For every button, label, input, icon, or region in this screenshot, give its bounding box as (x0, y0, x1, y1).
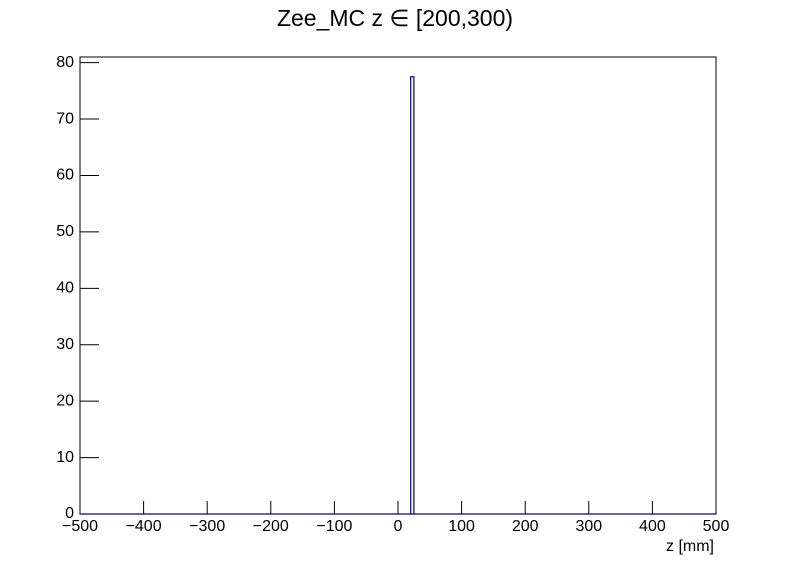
x-axis-label: z [mm] (666, 538, 714, 555)
chart-title: Zee_MC z ∈ [200,300) (277, 5, 513, 31)
x-tick-label: −400 (126, 518, 162, 535)
y-tick-label: 0 (65, 505, 74, 522)
x-tick-label: −100 (316, 518, 352, 535)
x-tick-label: 300 (575, 518, 602, 535)
histogram-bar (410, 76, 415, 515)
x-tick-label: 100 (448, 518, 475, 535)
y-tick-label: 30 (56, 336, 74, 353)
y-tick-label: 70 (56, 110, 74, 127)
x-tick-label: −300 (189, 518, 225, 535)
y-tick-label: 40 (56, 280, 74, 297)
x-tick-label: 500 (703, 518, 730, 535)
x-tick-label: 400 (639, 518, 666, 535)
y-tick-label: 10 (56, 449, 74, 466)
y-tick-label: 50 (56, 223, 74, 240)
y-tick-label: 20 (56, 392, 74, 409)
x-tick-label: −200 (253, 518, 289, 535)
x-tick-label: 0 (394, 518, 403, 535)
x-tick-label: 200 (512, 518, 539, 535)
y-tick-label: 60 (56, 167, 74, 184)
y-tick-label: 80 (56, 54, 74, 71)
x-tick-label: −500 (62, 518, 98, 535)
